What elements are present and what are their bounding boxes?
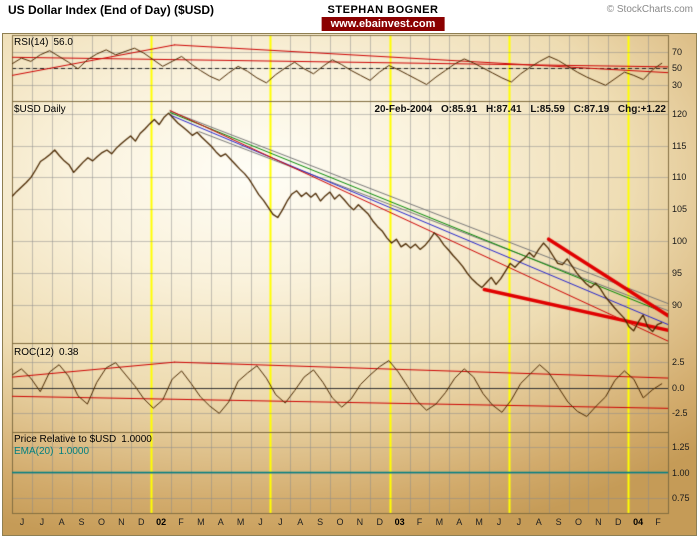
x-axis-label: M: [197, 517, 205, 527]
ema-indicator-name: EMA(20): [14, 446, 54, 457]
x-axis-label: F: [178, 517, 184, 527]
y-tick-label: 90: [672, 299, 683, 310]
x-axis-label: O: [336, 517, 344, 527]
quote-open: O:85.91: [441, 104, 478, 115]
y-tick-label: 95: [672, 267, 683, 278]
y-tick-label: 1.25: [672, 441, 690, 452]
x-axis-label: A: [297, 517, 304, 527]
quote-line: 20-Feb-2004 O:85.91 H:87.41 L:85.59 C:87…: [374, 104, 666, 115]
x-axis-label: S: [555, 517, 562, 527]
rsi-indicator-name: RSI(14): [14, 37, 49, 48]
y-tick-label: 50: [672, 62, 683, 73]
x-axis-label: F: [416, 517, 423, 527]
x-axis-label: J: [278, 517, 283, 527]
rsi-panel-label: RSI(14) 56.0: [14, 37, 73, 48]
x-axis-label: J: [516, 517, 522, 527]
x-axis-label: D: [615, 517, 622, 527]
y-tick-label: 30: [672, 79, 683, 90]
x-axis-label: D: [376, 517, 384, 527]
x-axis-label: 03: [394, 517, 405, 527]
quote-date: 20-Feb-2004: [374, 104, 433, 115]
x-axis-label: 02: [156, 517, 167, 527]
price-relative-name: Price Relative to $USD: [14, 434, 117, 445]
chart-author: STEPHAN BOGNER: [327, 4, 439, 16]
x-axis-label: O: [97, 517, 105, 527]
x-axis-label: J: [496, 517, 502, 527]
roc-panel-label: ROC(12) 0.38: [14, 347, 78, 358]
y-tick-label: 105: [672, 203, 688, 214]
x-axis-label: A: [535, 517, 542, 527]
price-relative-label: Price Relative to $USD 1.0000: [14, 434, 152, 445]
x-axis-label: N: [595, 517, 602, 527]
ema-value: 1.0000: [58, 446, 90, 457]
y-tick-label: 0.0: [672, 382, 685, 393]
quote-high: H:87.41: [485, 104, 522, 115]
rsi-value: 56.0: [53, 37, 73, 48]
x-axis-label: A: [58, 517, 65, 527]
x-axis-label: A: [217, 517, 224, 527]
ema-label: EMA(20) 1.0000: [14, 446, 89, 457]
symbol-label: $USD Daily: [14, 104, 66, 115]
x-axis-label: F: [655, 517, 661, 527]
y-tick-label: 0.75: [672, 492, 690, 503]
price-relative-value: 1.0000: [121, 434, 152, 445]
y-tick-label: 115: [672, 140, 687, 151]
x-axis-label: J: [19, 517, 25, 527]
y-tick-label: 2.5: [672, 356, 685, 367]
x-axis-label: N: [118, 517, 125, 527]
x-axis-label: M: [236, 517, 245, 527]
quote-low: L:85.59: [530, 104, 565, 115]
website-banner: www.ebainvest.com: [321, 17, 445, 31]
y-tick-label: 100: [672, 235, 688, 246]
x-axis-label: S: [78, 517, 85, 527]
roc-indicator-name: ROC(12): [14, 347, 55, 358]
y-tick-label: 120: [672, 108, 688, 119]
quote-change: Chg:+1.22: [617, 104, 666, 115]
x-axis-label: O: [575, 517, 583, 527]
x-axis-label: M: [475, 517, 483, 527]
x-axis-label: A: [456, 517, 463, 527]
x-axis-label: M: [435, 517, 444, 527]
x-axis-label: D: [137, 517, 145, 527]
roc-value: 0.38: [59, 347, 79, 358]
x-axis-label: 04: [633, 517, 644, 527]
y-tick-label: 70: [672, 46, 683, 57]
y-tick-label: 110: [672, 171, 687, 182]
x-axis-label: J: [258, 517, 263, 527]
x-axis-label: J: [39, 517, 45, 527]
y-tick-label: 1.00: [672, 467, 690, 478]
quote-close: C:87.19: [573, 104, 610, 115]
x-axis-label: S: [317, 517, 324, 527]
copyright-notice: © StockCharts.com: [606, 4, 693, 15]
x-axis-label: N: [356, 517, 364, 527]
y-tick-label: -2.5: [672, 407, 688, 418]
chart-title: US Dollar Index (End of Day) ($USD): [8, 3, 215, 17]
